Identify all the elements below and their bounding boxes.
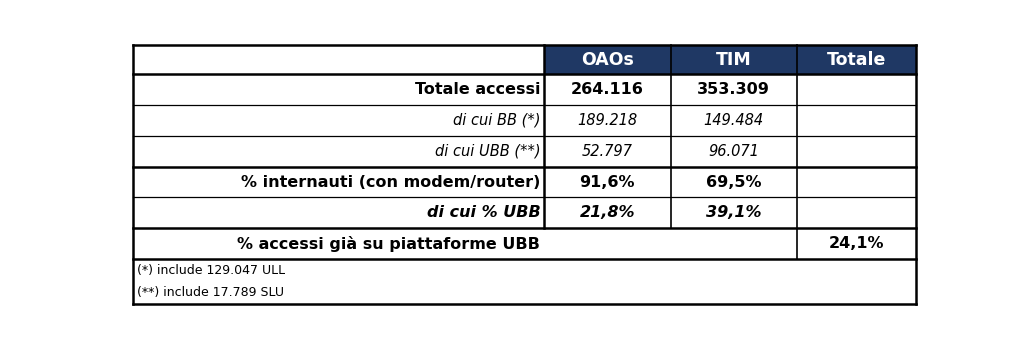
Text: di cui % UBB: di cui % UBB <box>427 205 541 220</box>
Text: 52.797: 52.797 <box>582 144 633 159</box>
Text: Totale accessi: Totale accessi <box>415 82 541 97</box>
Text: (*) include 129.047 ULL: (*) include 129.047 ULL <box>136 264 285 277</box>
Text: di cui BB (*): di cui BB (*) <box>453 113 541 128</box>
Text: 353.309: 353.309 <box>697 82 770 97</box>
Text: OAOs: OAOs <box>581 51 634 69</box>
Text: (**) include 17.789 SLU: (**) include 17.789 SLU <box>136 286 284 299</box>
Text: % internauti (con modem/router): % internauti (con modem/router) <box>241 174 541 190</box>
Text: 96.071: 96.071 <box>709 144 759 159</box>
Text: 149.484: 149.484 <box>703 113 764 128</box>
Text: di cui UBB (**): di cui UBB (**) <box>434 144 541 159</box>
Text: 39,1%: 39,1% <box>706 205 762 220</box>
Text: Totale: Totale <box>826 51 886 69</box>
Text: TIM: TIM <box>716 51 752 69</box>
Text: 264.116: 264.116 <box>571 82 644 97</box>
Text: 21,8%: 21,8% <box>580 205 635 220</box>
Text: 91,6%: 91,6% <box>580 174 635 190</box>
Bar <box>544 45 671 74</box>
Text: 24,1%: 24,1% <box>828 236 885 251</box>
Text: 69,5%: 69,5% <box>706 174 762 190</box>
Bar <box>797 45 916 74</box>
Text: 189.218: 189.218 <box>578 113 637 128</box>
Text: % accessi già su piattaforme UBB: % accessi già su piattaforme UBB <box>238 236 541 252</box>
Bar <box>671 45 797 74</box>
